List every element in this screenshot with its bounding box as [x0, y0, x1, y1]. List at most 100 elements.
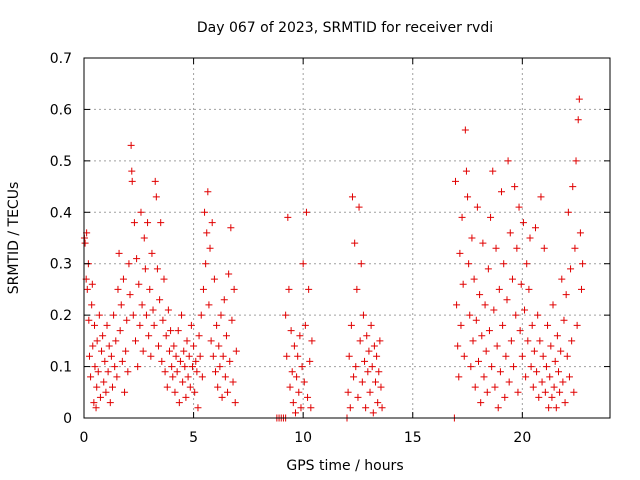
data-point [519, 219, 527, 227]
y-tick-label: 0.1 [50, 360, 72, 376]
data-point [496, 368, 504, 376]
data-point [148, 249, 156, 257]
data-point [478, 332, 486, 340]
data-point [567, 265, 575, 273]
data-point [178, 311, 186, 319]
data-point [358, 378, 366, 386]
data-point [104, 368, 112, 376]
data-point [484, 265, 492, 273]
data-point [209, 352, 217, 360]
data-point [462, 167, 470, 175]
data-point [218, 393, 226, 401]
data-point [366, 388, 374, 396]
data-point [549, 301, 557, 309]
data-point [344, 388, 352, 396]
data-point [163, 383, 171, 391]
data-point [306, 357, 314, 365]
data-point [192, 357, 200, 365]
data-point [219, 352, 227, 360]
data-point [550, 383, 558, 391]
data-point [289, 399, 297, 407]
plot-frame [83, 57, 611, 419]
data-point [485, 327, 493, 335]
y-tick-label: 0 [63, 411, 72, 427]
data-point [288, 368, 296, 376]
data-point [157, 219, 165, 227]
data-point [110, 311, 118, 319]
data-point [181, 363, 189, 371]
data-point [95, 311, 103, 319]
data-point [364, 368, 372, 376]
data-point [162, 332, 170, 340]
data-point [361, 357, 369, 365]
data-point [287, 327, 295, 335]
data-point [357, 260, 365, 268]
data-point [378, 404, 386, 412]
data-point [135, 280, 143, 288]
data-point [523, 260, 531, 268]
data-point [370, 342, 378, 350]
data-point [155, 342, 163, 350]
data-point [531, 224, 539, 232]
data-point [573, 321, 581, 329]
data-point [134, 363, 142, 371]
data-point [539, 352, 547, 360]
data-point [105, 342, 113, 350]
data-point [458, 213, 466, 221]
data-point [460, 352, 468, 360]
data-point [369, 409, 377, 417]
data-point [283, 352, 291, 360]
data-point [214, 383, 222, 391]
data-point [557, 347, 565, 355]
data-point [470, 275, 478, 283]
data-point [348, 193, 356, 201]
data-point [569, 183, 577, 191]
data-point [528, 321, 536, 329]
data-point [231, 399, 239, 407]
data-point [347, 321, 355, 329]
data-point [91, 321, 99, 329]
data-point [179, 378, 187, 386]
data-point [123, 316, 131, 324]
x-tick-label: 0 [80, 430, 89, 446]
data-point [167, 327, 175, 335]
data-point [501, 393, 509, 401]
data-point [96, 393, 104, 401]
data-point [552, 404, 560, 412]
data-point [461, 126, 469, 134]
data-point [553, 332, 561, 340]
data-point [113, 373, 121, 381]
data-point [529, 383, 537, 391]
data-point [118, 357, 126, 365]
data-point [548, 393, 556, 401]
data-point [132, 337, 140, 345]
data-point [350, 373, 358, 381]
data-point [373, 352, 381, 360]
data-point [376, 337, 384, 345]
data-point [507, 337, 515, 345]
data-point [91, 363, 99, 371]
data-point [140, 234, 148, 242]
data-point [551, 357, 559, 365]
data-point [225, 270, 233, 278]
data-point [307, 404, 315, 412]
data-point [498, 188, 506, 196]
data-point [291, 409, 299, 417]
data-point [147, 352, 155, 360]
data-point [492, 244, 500, 252]
data-point [351, 239, 359, 247]
data-point [375, 368, 383, 376]
data-point [527, 363, 535, 371]
data-point [493, 342, 501, 350]
data-point [576, 229, 584, 237]
data-point [126, 291, 134, 299]
data-point [296, 332, 304, 340]
data-point [305, 285, 313, 293]
data-point [204, 188, 212, 196]
data-point [297, 404, 305, 412]
data-point [203, 229, 211, 237]
data-point [368, 363, 376, 371]
data-point [536, 337, 544, 345]
x-tick-label: 10 [294, 430, 312, 446]
